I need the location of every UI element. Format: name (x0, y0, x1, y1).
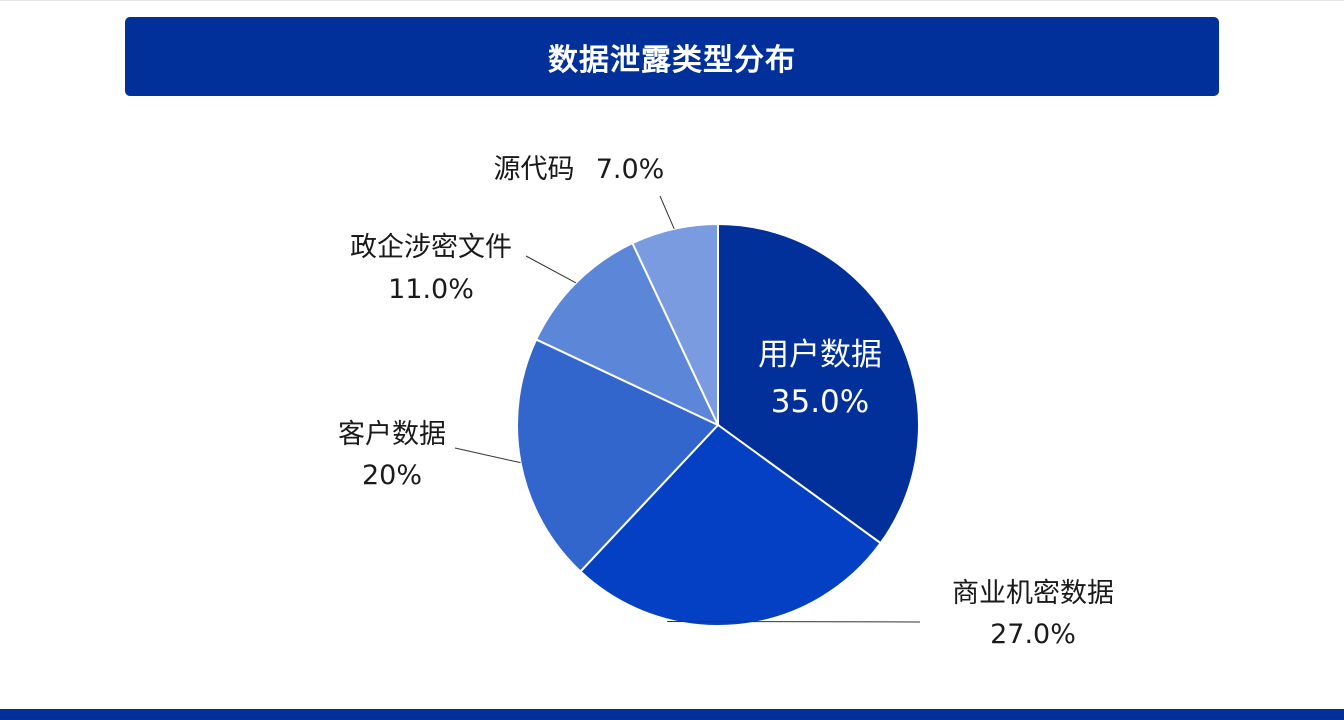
slice-label-user-data-pct: 35.0% (771, 384, 869, 420)
slice-label-business-secret-pct: 27.0% (990, 619, 1076, 650)
title-banner: 数据泄露类型分布 (125, 17, 1219, 96)
slice-label-gov-secret-name: 政企涉密文件 (350, 232, 512, 263)
slice-label-source-code-name: 源代码 (494, 154, 575, 185)
pie-slice-3 (534, 241, 721, 428)
top-divider (0, 0, 1344, 1)
slice-label-customer-data-name: 客户数据 (338, 419, 446, 450)
bottom-bar (0, 709, 1344, 720)
leader-line-2 (454, 447, 521, 464)
leader-lines (454, 195, 921, 623)
pie-slice-1 (578, 423, 883, 627)
page-title: 数据泄露类型分布 (548, 42, 796, 78)
leader-line-3 (525, 255, 577, 284)
slice-label-source-code-pct: 7.0% (596, 154, 665, 185)
leader-line-4 (659, 195, 675, 230)
slice-label-gov-secret-pct: 11.0% (388, 274, 474, 305)
leader-line-1 (667, 620, 921, 623)
slice-label-business-secret-name: 商业机密数据 (952, 578, 1114, 609)
pie-chart: 用户数据 35.0% 商业机密数据 27.0% 客户数据 20% 政企涉密文件 … (338, 154, 1114, 650)
pie-slice-0 (717, 222, 920, 545)
slice-label-customer-data-pct: 20% (362, 460, 422, 491)
slice-label-user-data-name: 用户数据 (758, 337, 882, 373)
pie-slices (516, 222, 920, 627)
